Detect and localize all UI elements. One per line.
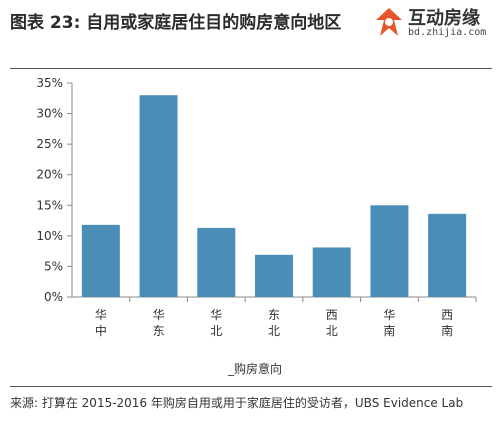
y-tick-label: 25% (36, 137, 63, 151)
bottom-divider (10, 386, 492, 387)
x-axis-label: _购房意向 (228, 362, 283, 376)
bar (370, 205, 409, 297)
x-tick-label: 东北 (268, 308, 280, 338)
bar (197, 227, 236, 297)
x-tick-label: 西南 (441, 308, 453, 338)
y-tick-label: 35% (36, 76, 63, 90)
watermark-logo: 互动房缘 bd.zhijia.com (370, 2, 498, 42)
y-tick-label: 30% (36, 107, 63, 121)
bar (312, 247, 351, 297)
chart-title: 图表 23: 自用或家庭居住目的购房意向地区 (10, 13, 342, 33)
watermark-url: bd.zhijia.com (408, 27, 487, 38)
y-tick-label: 15% (36, 198, 63, 212)
x-tick-label: 西北 (326, 308, 338, 338)
x-tick-label: 华北 (210, 308, 222, 338)
x-tick-label: 华东 (153, 308, 165, 338)
top-divider (10, 68, 492, 69)
x-tick-label: 华南 (383, 308, 395, 338)
bar (255, 254, 293, 297)
y-tick-label: 20% (36, 168, 63, 182)
bar (428, 213, 467, 297)
y-tick-label: 0% (44, 290, 63, 304)
flame-logo-icon (376, 8, 402, 36)
y-tick-label: 5% (44, 259, 63, 273)
x-tick-label: 华中 (95, 308, 107, 338)
watermark-brand: 互动房缘 (408, 8, 480, 29)
y-tick-label: 10% (36, 229, 63, 243)
bar (139, 95, 178, 297)
source-note: 来源: 打算在 2015-2016 年购房自用或用于家庭居住的受访者，UBS E… (10, 396, 464, 410)
bar (81, 224, 120, 297)
